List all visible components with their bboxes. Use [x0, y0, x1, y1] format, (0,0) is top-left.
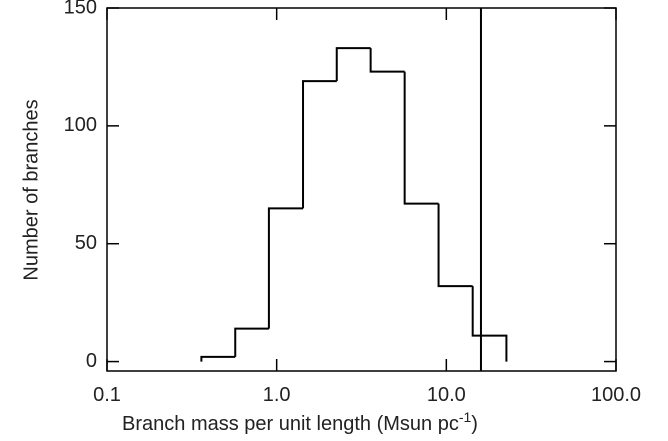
x-tick-label: 1.0: [263, 384, 291, 406]
x-tick-label: 0.1: [93, 384, 121, 406]
x-label-sup: -1: [459, 409, 472, 425]
histogram-bin: [437, 203, 473, 288]
x-label-text: Branch mass per unit length (Msun pc: [122, 413, 459, 435]
histogram-bin: [471, 286, 508, 362]
histogram-bin: [200, 355, 236, 362]
x-tick-label: 100.0: [591, 384, 641, 406]
x-axis-label: Branch mass per unit length (Msun pc-1): [122, 409, 478, 435]
y-tick-label: 0: [86, 350, 97, 372]
y-axis-label: Number of branches: [20, 99, 42, 280]
y-tick-label: 150: [64, 0, 97, 18]
y-tick-label: 100: [64, 114, 97, 136]
histogram-bin: [267, 207, 304, 329]
histogram-bin: [335, 47, 371, 82]
x-tick-label: 10.0: [427, 384, 466, 406]
histogram-bin: [234, 327, 269, 357]
plot-frame: [106, 7, 617, 372]
histogram-bin: [302, 80, 337, 209]
histogram-bin: [403, 71, 439, 205]
x-label-suffix: ): [471, 413, 478, 435]
histogram-bin: [369, 48, 405, 73]
y-tick-label: 50: [75, 232, 97, 254]
